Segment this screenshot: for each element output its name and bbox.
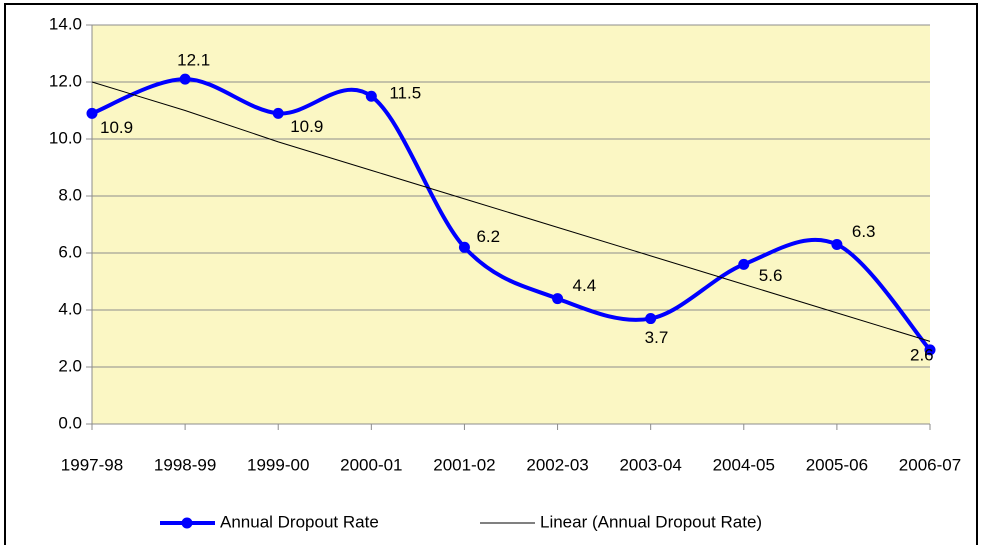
data-label: 5.6 [759,266,783,285]
trend-line [91,81,931,342]
x-tick-label: 2000-01 [340,455,402,474]
y-tick-label: 8.0 [58,185,82,204]
y-tick-label: 6.0 [58,242,82,261]
data-label: 3.7 [645,328,669,347]
data-point [458,241,470,253]
x-tick-label: 2002-03 [526,455,588,474]
data-label: 4.4 [573,276,597,295]
x-tick-label: 2004-05 [713,455,775,474]
x-tick-label: 1999-00 [247,455,309,474]
data-label: 6.2 [476,227,500,246]
legend-marker [181,517,193,529]
y-tick-label: 4.0 [58,299,82,318]
x-tick-label: 2005-06 [806,455,868,474]
legend-label: Annual Dropout Rate [220,512,379,531]
data-point [365,90,377,102]
data-label: 6.3 [852,222,876,241]
x-tick-label: 1998-99 [154,455,216,474]
data-point [179,73,191,85]
data-point [552,293,564,305]
y-tick-label: 12.0 [49,71,82,90]
data-label: 12.1 [177,51,210,70]
data-point [738,258,750,270]
x-tick-label: 2006-07 [899,455,961,474]
data-point [86,107,98,119]
data-line [91,77,932,352]
data-label: 10.9 [100,118,133,137]
x-tick-label: 1997-98 [61,455,123,474]
data-label: 11.5 [389,84,421,103]
y-tick-label: 10.0 [49,128,82,147]
data-label: 2.6 [910,345,934,364]
data-label: 10.9 [290,117,323,136]
plot-area [92,25,930,424]
legend-label: Linear (Annual Dropout Rate) [540,512,762,531]
data-point [272,107,284,119]
y-tick-label: 2.0 [58,356,82,375]
x-tick-label: 2001-02 [433,455,495,474]
x-tick-label: 2003-04 [619,455,681,474]
data-point [645,313,657,325]
data-point [831,238,843,250]
y-tick-label: 14.0 [49,14,82,33]
data-point [924,344,936,356]
y-tick-label: 0.0 [58,413,82,432]
